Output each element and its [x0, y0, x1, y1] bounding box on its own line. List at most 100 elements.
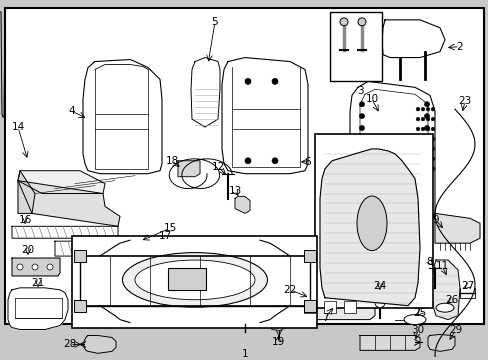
- Circle shape: [374, 298, 384, 308]
- Circle shape: [424, 149, 428, 154]
- Circle shape: [244, 158, 250, 164]
- Circle shape: [420, 127, 424, 131]
- Text: 14: 14: [11, 122, 24, 132]
- Polygon shape: [55, 241, 224, 256]
- Ellipse shape: [435, 303, 453, 312]
- Circle shape: [420, 117, 424, 121]
- Circle shape: [426, 127, 429, 131]
- Circle shape: [424, 173, 428, 178]
- Circle shape: [415, 127, 419, 131]
- Text: 20: 20: [21, 245, 35, 255]
- Bar: [74, 300, 86, 312]
- Circle shape: [426, 117, 429, 121]
- Polygon shape: [291, 296, 374, 320]
- Circle shape: [415, 117, 419, 121]
- Circle shape: [430, 117, 434, 121]
- Text: 8: 8: [426, 257, 432, 267]
- Polygon shape: [18, 171, 35, 213]
- Circle shape: [339, 18, 347, 26]
- Bar: [304, 300, 315, 312]
- Ellipse shape: [135, 260, 254, 300]
- Circle shape: [17, 264, 23, 270]
- Polygon shape: [83, 59, 162, 174]
- Text: 4: 4: [68, 106, 75, 116]
- Polygon shape: [222, 58, 307, 174]
- Bar: [74, 250, 86, 262]
- Text: 27: 27: [461, 281, 474, 291]
- Circle shape: [271, 78, 278, 84]
- Text: 24: 24: [373, 281, 386, 291]
- Polygon shape: [434, 213, 479, 243]
- Text: 19: 19: [271, 337, 284, 347]
- Circle shape: [359, 138, 364, 143]
- Polygon shape: [12, 226, 118, 238]
- Ellipse shape: [122, 253, 267, 307]
- Circle shape: [426, 137, 429, 141]
- Bar: [72, 236, 316, 328]
- Circle shape: [430, 127, 434, 131]
- Text: 30: 30: [410, 324, 424, 334]
- Circle shape: [415, 107, 419, 111]
- Circle shape: [420, 147, 424, 151]
- Text: 23: 23: [457, 96, 470, 106]
- Text: 22: 22: [283, 285, 296, 295]
- Circle shape: [420, 107, 424, 111]
- Circle shape: [430, 107, 434, 111]
- Text: 17: 17: [158, 231, 171, 241]
- Polygon shape: [8, 288, 68, 329]
- Circle shape: [359, 149, 364, 154]
- Bar: [324, 301, 335, 312]
- Circle shape: [415, 167, 419, 171]
- Polygon shape: [431, 260, 459, 320]
- Polygon shape: [269, 316, 287, 330]
- Circle shape: [32, 264, 38, 270]
- Circle shape: [424, 197, 428, 202]
- Text: 26: 26: [445, 295, 458, 305]
- Polygon shape: [235, 197, 249, 213]
- Text: 13: 13: [228, 185, 241, 195]
- Text: 15: 15: [163, 223, 176, 233]
- Polygon shape: [84, 336, 116, 353]
- Text: 21: 21: [31, 278, 44, 288]
- Text: 6: 6: [304, 157, 311, 167]
- Text: 18: 18: [165, 156, 178, 166]
- Circle shape: [420, 137, 424, 141]
- Circle shape: [420, 157, 424, 161]
- Text: 11: 11: [434, 261, 447, 271]
- Circle shape: [430, 147, 434, 151]
- Circle shape: [415, 147, 419, 151]
- Text: 29: 29: [448, 324, 462, 334]
- Circle shape: [426, 157, 429, 161]
- Polygon shape: [349, 81, 434, 226]
- Text: 25: 25: [412, 308, 426, 318]
- Polygon shape: [12, 258, 60, 276]
- Text: 5: 5: [211, 17, 218, 27]
- Circle shape: [424, 138, 428, 143]
- Circle shape: [426, 107, 429, 111]
- Bar: [343, 301, 355, 312]
- Bar: [5, 8, 483, 324]
- Polygon shape: [191, 58, 220, 127]
- Text: 1: 1: [241, 349, 248, 359]
- Text: 16: 16: [19, 215, 32, 225]
- Circle shape: [420, 167, 424, 171]
- Text: 10: 10: [365, 94, 378, 104]
- Circle shape: [271, 158, 278, 164]
- Polygon shape: [381, 20, 444, 58]
- Circle shape: [430, 167, 434, 171]
- Circle shape: [415, 157, 419, 161]
- Circle shape: [424, 161, 428, 166]
- Circle shape: [359, 161, 364, 166]
- Circle shape: [426, 147, 429, 151]
- Polygon shape: [427, 334, 454, 351]
- Circle shape: [359, 102, 364, 107]
- Text: 9: 9: [432, 215, 438, 225]
- Text: 28: 28: [63, 339, 77, 350]
- Circle shape: [424, 185, 428, 190]
- Circle shape: [359, 209, 364, 214]
- Circle shape: [426, 167, 429, 171]
- Bar: [304, 250, 315, 262]
- Circle shape: [424, 114, 428, 118]
- Circle shape: [359, 173, 364, 178]
- Ellipse shape: [403, 315, 425, 325]
